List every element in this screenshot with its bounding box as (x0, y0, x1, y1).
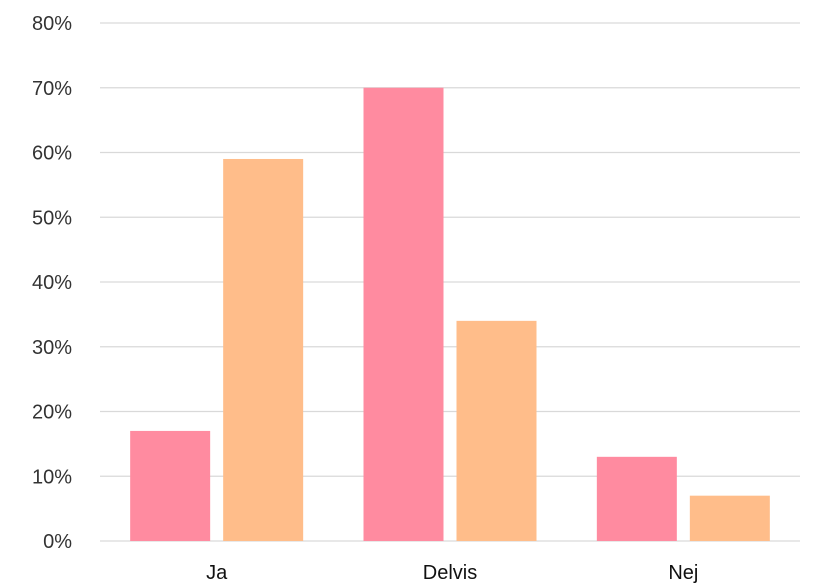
y-tick-label: 10% (32, 466, 72, 488)
y-tick-label: 80% (32, 13, 72, 35)
gridlines (100, 22, 800, 542)
y-tick-label: 70% (32, 78, 72, 100)
x-tick-label: Delvis (423, 562, 477, 584)
x-axis-ticks: Ja Delvis Nej (206, 562, 698, 584)
y-axis-ticks: 0% 10% 20% 30% 40% 50% 60% 70% 80% (32, 13, 72, 553)
y-tick-label: 60% (32, 143, 72, 165)
y-tick-label: 50% (32, 207, 72, 229)
y-tick-label: 0% (43, 531, 72, 553)
bar-delvis-series-1 (363, 87, 444, 541)
bars (130, 87, 770, 541)
bar-delvis-series-2 (456, 320, 537, 541)
bar-nej-series-1 (596, 456, 677, 541)
y-tick-label: 30% (32, 337, 72, 359)
y-tick-label: 40% (32, 272, 72, 294)
bar-nej-series-2 (689, 495, 770, 541)
y-tick-label: 20% (32, 402, 72, 424)
x-tick-label: Ja (206, 562, 228, 584)
bar-ja-series-2 (223, 158, 304, 541)
x-tick-label: Nej (668, 562, 698, 584)
bar-ja-series-1 (130, 430, 211, 541)
